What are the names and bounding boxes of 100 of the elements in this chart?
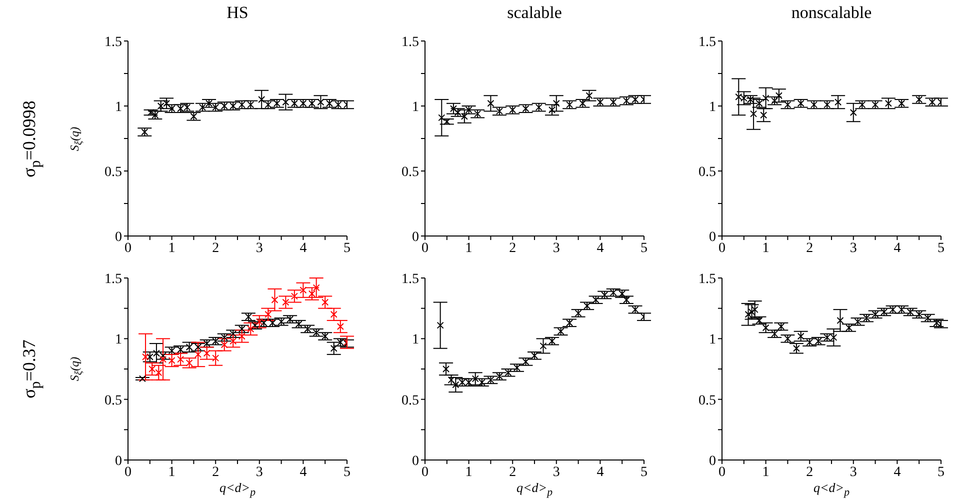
point	[330, 310, 338, 318]
x-tick-label: 5	[344, 240, 350, 256]
chart-title: HS	[226, 3, 248, 22]
y-tick-label: 1	[412, 332, 419, 348]
point	[472, 375, 479, 382]
y-tick-label: 0	[709, 454, 716, 469]
x-tick-label: 0	[422, 464, 428, 480]
y-tick-label: 1	[115, 100, 122, 115]
x-axis-title: q<d>$_{p}$	[814, 480, 850, 499]
point	[610, 98, 617, 106]
point	[522, 105, 530, 112]
x-tick-label: 0	[124, 464, 132, 480]
y-tick-label: 0	[412, 454, 419, 469]
point	[872, 101, 879, 108]
x-tick-label: 1	[168, 464, 176, 480]
point	[155, 369, 162, 376]
y-tick-label: 1.5	[104, 34, 122, 50]
point	[552, 100, 560, 107]
point	[760, 112, 768, 119]
point	[824, 101, 831, 108]
point	[863, 314, 870, 322]
point	[916, 96, 923, 103]
point	[836, 316, 844, 324]
point	[442, 366, 450, 372]
x-tick-label: 5	[640, 464, 648, 480]
y-tick-label: 1.5	[698, 34, 716, 50]
x-tick-label: 3	[552, 240, 560, 256]
point	[194, 350, 202, 358]
x-tick-label: 3	[256, 464, 263, 480]
y-tick-label: 0	[115, 230, 122, 245]
point	[535, 104, 542, 111]
x-tick-label: 1	[465, 240, 472, 256]
x-tick-label: 1	[762, 240, 770, 256]
y-tick-label: 0	[709, 230, 716, 245]
x-tick-label: 4	[596, 464, 604, 480]
point	[744, 310, 752, 318]
point	[141, 128, 148, 136]
point	[898, 100, 906, 107]
x-tick-label: 1	[168, 240, 176, 256]
x-tick-label: 5	[344, 464, 350, 480]
y-tick-label: 0	[115, 454, 122, 469]
point	[509, 106, 516, 114]
x-tick-label: 4	[894, 464, 901, 480]
point	[312, 329, 320, 336]
point	[220, 334, 228, 341]
point	[884, 100, 892, 107]
x-tick-label: 4	[894, 240, 901, 256]
point	[548, 106, 556, 114]
point	[436, 322, 444, 329]
x-tick-label: 0	[718, 240, 726, 256]
y-tick-label: 0.5	[402, 393, 419, 408]
y-tick-label: 1	[412, 100, 419, 115]
x-tick-label: 3	[850, 240, 857, 256]
x-axis-title: q<d>$_{p}$	[220, 480, 256, 499]
point	[258, 96, 266, 103]
x-tick-label: 4	[300, 240, 307, 256]
x-tick-label: 0	[124, 240, 132, 256]
y-tick-label: 0	[412, 230, 419, 245]
point	[797, 332, 804, 340]
chart-title: scalable	[507, 3, 562, 22]
chart-title: nonscalable	[791, 3, 872, 22]
point	[312, 284, 320, 292]
point	[797, 100, 804, 107]
x-tick-label: 5	[938, 240, 944, 256]
x-tick-label: 4	[596, 240, 604, 256]
point	[290, 292, 298, 300]
y-tick-label: 0.5	[698, 393, 716, 408]
point	[496, 372, 503, 380]
point	[212, 354, 220, 362]
y-tick-label: 1	[115, 332, 122, 348]
point	[474, 110, 482, 118]
point	[220, 341, 228, 348]
point	[450, 105, 457, 112]
x-tick-label: 3	[552, 464, 560, 480]
x-tick-label: 2	[806, 464, 814, 480]
x-tick-label: 2	[509, 464, 516, 480]
point	[308, 290, 316, 298]
point	[168, 357, 176, 364]
point	[775, 92, 782, 100]
point	[282, 298, 290, 306]
x-tick-label: 3	[850, 464, 857, 480]
x-tick-label: 2	[212, 240, 220, 256]
point	[566, 101, 574, 108]
x-tick-label: 3	[256, 240, 263, 256]
x-tick-label: 0	[422, 240, 428, 256]
point	[586, 92, 593, 100]
x-tick-label: 5	[938, 464, 944, 480]
point	[487, 100, 494, 107]
x-tick-label: 1	[762, 464, 770, 480]
x-tick-label: 2	[212, 464, 220, 480]
y-tick-label: 0.5	[104, 164, 122, 180]
point	[810, 101, 818, 108]
point	[138, 375, 146, 382]
y-tick-label: 0.5	[402, 164, 419, 180]
x-tick-label: 1	[465, 464, 472, 480]
y-tick-label: 1	[709, 332, 716, 348]
point	[748, 308, 756, 316]
y-tick-label: 1.5	[402, 34, 419, 50]
point	[496, 108, 503, 115]
y-tick-label: 1.5	[402, 272, 419, 287]
